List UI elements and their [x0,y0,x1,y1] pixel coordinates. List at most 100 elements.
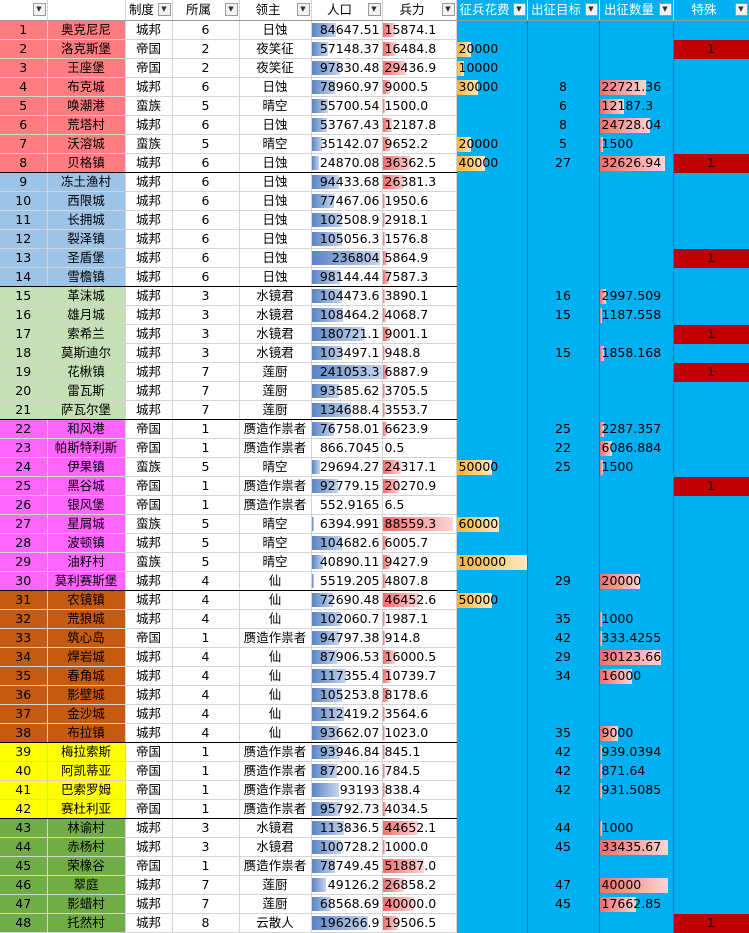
target-cell[interactable]: 27 [527,153,600,173]
recruit-cost-cell[interactable] [456,20,528,40]
lord-cell[interactable]: 赝造作祟者 [239,780,312,800]
special-cell[interactable]: 1 [673,362,749,382]
owner-cell[interactable]: 7 [172,362,240,382]
count-cell[interactable] [599,248,674,268]
special-cell[interactable] [673,533,749,553]
troops-cell[interactable]: 9000.5 [382,77,457,97]
target-cell[interactable]: 29 [527,571,600,591]
system-cell[interactable]: 帝国 [125,780,173,800]
system-cell[interactable]: 城邦 [125,324,173,344]
count-cell[interactable] [599,324,674,344]
lord-cell[interactable]: 莲厨 [239,381,312,401]
lord-cell[interactable]: 仙 [239,571,312,591]
filter-dropdown-icon[interactable]: ▼ [658,3,672,16]
system-cell[interactable]: 帝国 [125,799,173,819]
target-cell[interactable] [527,495,600,515]
row-index[interactable]: 40 [0,761,48,781]
recruit-cost-cell[interactable] [456,400,528,420]
special-cell[interactable] [673,590,749,610]
header-target[interactable]: 出征目标 ▼ [527,0,600,21]
count-cell[interactable]: 6086.884 [599,438,674,458]
owner-cell[interactable]: 1 [172,419,240,439]
population-cell[interactable]: 104473.6 [311,286,383,306]
special-cell[interactable] [673,495,749,515]
owner-cell[interactable]: 3 [172,305,240,325]
lord-cell[interactable]: 赝造作祟者 [239,799,312,819]
lord-cell[interactable]: 赝造作祟者 [239,419,312,439]
special-cell[interactable]: 1 [673,913,749,933]
recruit-cost-cell[interactable] [456,875,528,895]
system-cell[interactable]: 城邦 [125,609,173,629]
system-cell[interactable]: 蛮族 [125,96,173,116]
city-name[interactable]: 荣橡谷 [47,856,126,876]
city-name[interactable]: 影蜡村 [47,894,126,914]
troops-cell[interactable]: 51887.0 [382,856,457,876]
row-index[interactable]: 41 [0,780,48,800]
system-cell[interactable]: 城邦 [125,533,173,553]
special-cell[interactable]: 1 [673,324,749,344]
population-cell[interactable]: 55700.54 [311,96,383,116]
target-cell[interactable]: 47 [527,875,600,895]
owner-cell[interactable]: 6 [172,191,240,211]
recruit-cost-cell[interactable] [456,913,528,933]
system-cell[interactable]: 城邦 [125,305,173,325]
recruit-cost-cell[interactable] [456,476,528,496]
lord-cell[interactable]: 水镜君 [239,305,312,325]
city-name[interactable]: 荒塔村 [47,115,126,135]
row-index[interactable]: 43 [0,818,48,838]
lord-cell[interactable]: 日蚀 [239,191,312,211]
target-cell[interactable] [527,400,600,420]
recruit-cost-cell[interactable] [456,343,528,363]
target-cell[interactable]: 15 [527,343,600,363]
recruit-cost-cell[interactable] [456,761,528,781]
system-cell[interactable]: 城邦 [125,723,173,743]
troops-cell[interactable]: 784.5 [382,761,457,781]
count-cell[interactable]: 33435.67 [599,837,674,857]
city-name[interactable]: 赛杜利亚 [47,799,126,819]
count-cell[interactable]: 939.0394 [599,742,674,762]
special-cell[interactable] [673,115,749,135]
owner-cell[interactable]: 6 [172,153,240,173]
target-cell[interactable] [527,476,600,496]
owner-cell[interactable]: 7 [172,894,240,914]
population-cell[interactable]: 93585.62 [311,381,383,401]
population-cell[interactable]: 68568.69 [311,894,383,914]
lord-cell[interactable]: 仙 [239,609,312,629]
target-cell[interactable]: 15 [527,305,600,325]
target-cell[interactable]: 16 [527,286,600,306]
lord-cell[interactable]: 日蚀 [239,248,312,268]
city-name[interactable]: 雷瓦斯 [47,381,126,401]
lord-cell[interactable]: 赝造作祟者 [239,495,312,515]
owner-cell[interactable]: 3 [172,818,240,838]
lord-cell[interactable]: 赝造作祟者 [239,438,312,458]
troops-cell[interactable]: 9001.1 [382,324,457,344]
city-name[interactable]: 筑心岛 [47,628,126,648]
target-cell[interactable] [527,39,600,59]
target-cell[interactable] [527,58,600,78]
target-cell[interactable]: 42 [527,761,600,781]
population-cell[interactable]: 78960.97 [311,77,383,97]
target-cell[interactable]: 44 [527,818,600,838]
recruit-cost-cell[interactable] [456,894,528,914]
city-name[interactable]: 雄月城 [47,305,126,325]
special-cell[interactable] [673,666,749,686]
troops-cell[interactable]: 88559.3 [382,514,457,534]
count-cell[interactable] [599,381,674,401]
filter-dropdown-icon[interactable]: ▼ [296,3,310,16]
system-cell[interactable]: 城邦 [125,590,173,610]
system-cell[interactable]: 帝国 [125,39,173,59]
special-cell[interactable] [673,571,749,591]
owner-cell[interactable]: 6 [172,77,240,97]
owner-cell[interactable]: 3 [172,324,240,344]
lord-cell[interactable]: 赝造作祟者 [239,761,312,781]
city-name[interactable]: 莫利赛斯堡 [47,571,126,591]
population-cell[interactable]: 87200.16 [311,761,383,781]
troops-cell[interactable]: 6623.9 [382,419,457,439]
target-cell[interactable]: 34 [527,666,600,686]
system-cell[interactable]: 帝国 [125,476,173,496]
population-cell[interactable]: 49126.2 [311,875,383,895]
recruit-cost-cell[interactable] [456,685,528,705]
city-name[interactable]: 王座堡 [47,58,126,78]
lord-cell[interactable]: 赝造作祟者 [239,742,312,762]
target-cell[interactable]: 35 [527,723,600,743]
